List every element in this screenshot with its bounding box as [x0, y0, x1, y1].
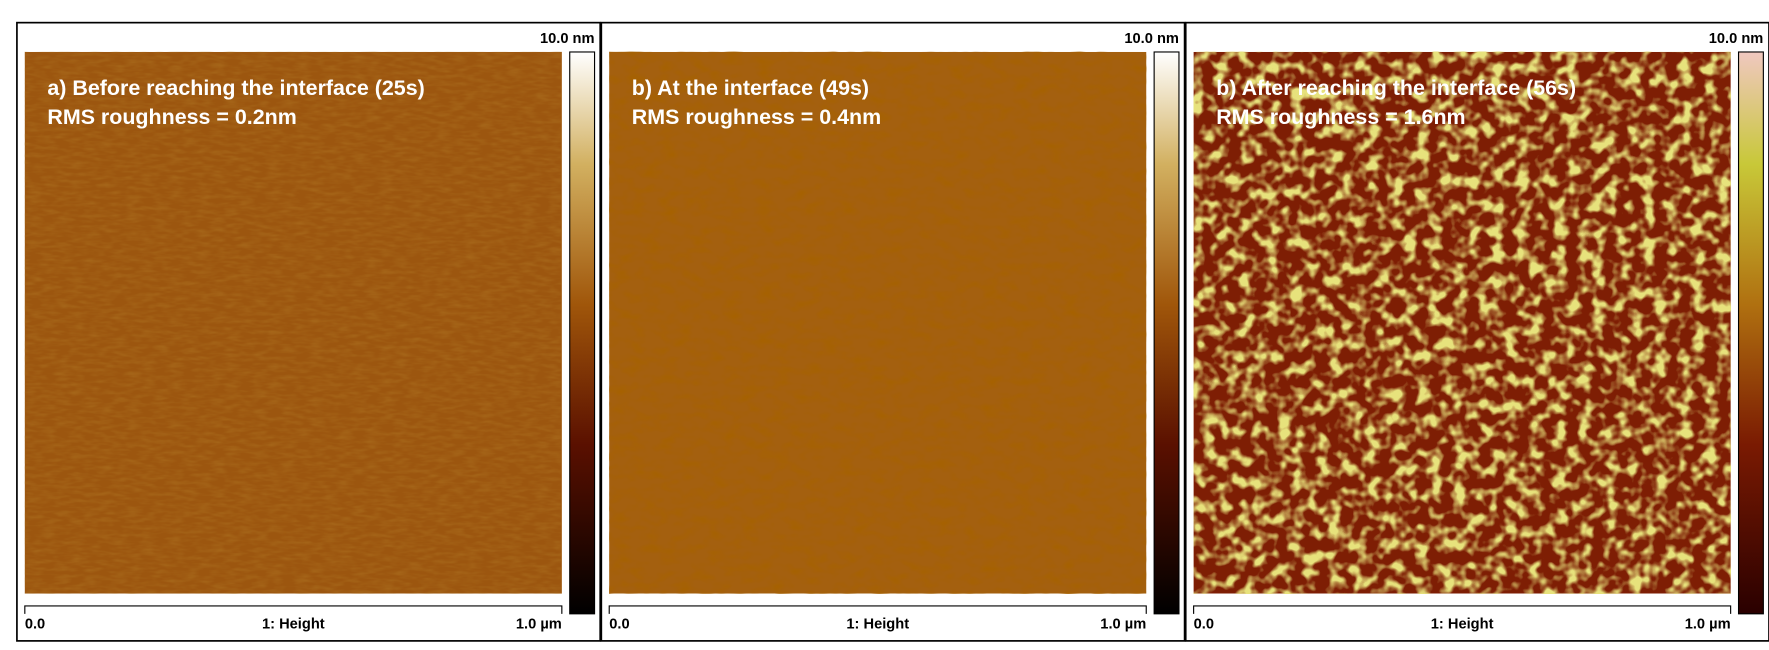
channel-label: 1: Height: [1431, 616, 1494, 632]
annotation: a) Before reaching the interface (25s): [47, 76, 424, 100]
afm-texture: [609, 51, 1147, 594]
panel-frame: [1184, 21, 1769, 642]
axis-end: 1.0 µm: [1685, 616, 1731, 632]
afm-texture: [1193, 51, 1731, 594]
axis-start: 0.0: [609, 616, 629, 632]
colorbar: [1153, 51, 1180, 615]
axis-end: 1.0 µm: [516, 616, 562, 632]
colorbar: [1737, 51, 1764, 615]
axis-end: 1.0 µm: [1100, 616, 1146, 632]
scale-max-label: 10.0 nm: [1709, 31, 1764, 47]
annotation: RMS roughness = 0.2nm: [47, 105, 296, 129]
colorbar: [569, 51, 596, 615]
afm-texture: [24, 51, 562, 594]
x-axis: [24, 605, 563, 614]
scale-max-label: 10.0 nm: [540, 31, 595, 47]
axis-start: 0.0: [1194, 616, 1214, 632]
scale-max-label: 10.0 nm: [1124, 31, 1179, 47]
annotation: RMS roughness = 1.6nm: [1216, 105, 1465, 129]
channel-label: 1: Height: [262, 616, 325, 632]
annotation: b) At the interface (49s): [632, 76, 869, 100]
axis-start: 0.0: [25, 616, 45, 632]
annotation: b) After reaching the interface (56s): [1216, 76, 1576, 100]
panel-frame: [16, 21, 602, 642]
x-axis: [608, 605, 1147, 614]
panel-frame: [600, 21, 1186, 642]
x-axis: [1193, 605, 1732, 614]
channel-label: 1: Height: [846, 616, 909, 632]
annotation: RMS roughness = 0.4nm: [632, 105, 881, 129]
